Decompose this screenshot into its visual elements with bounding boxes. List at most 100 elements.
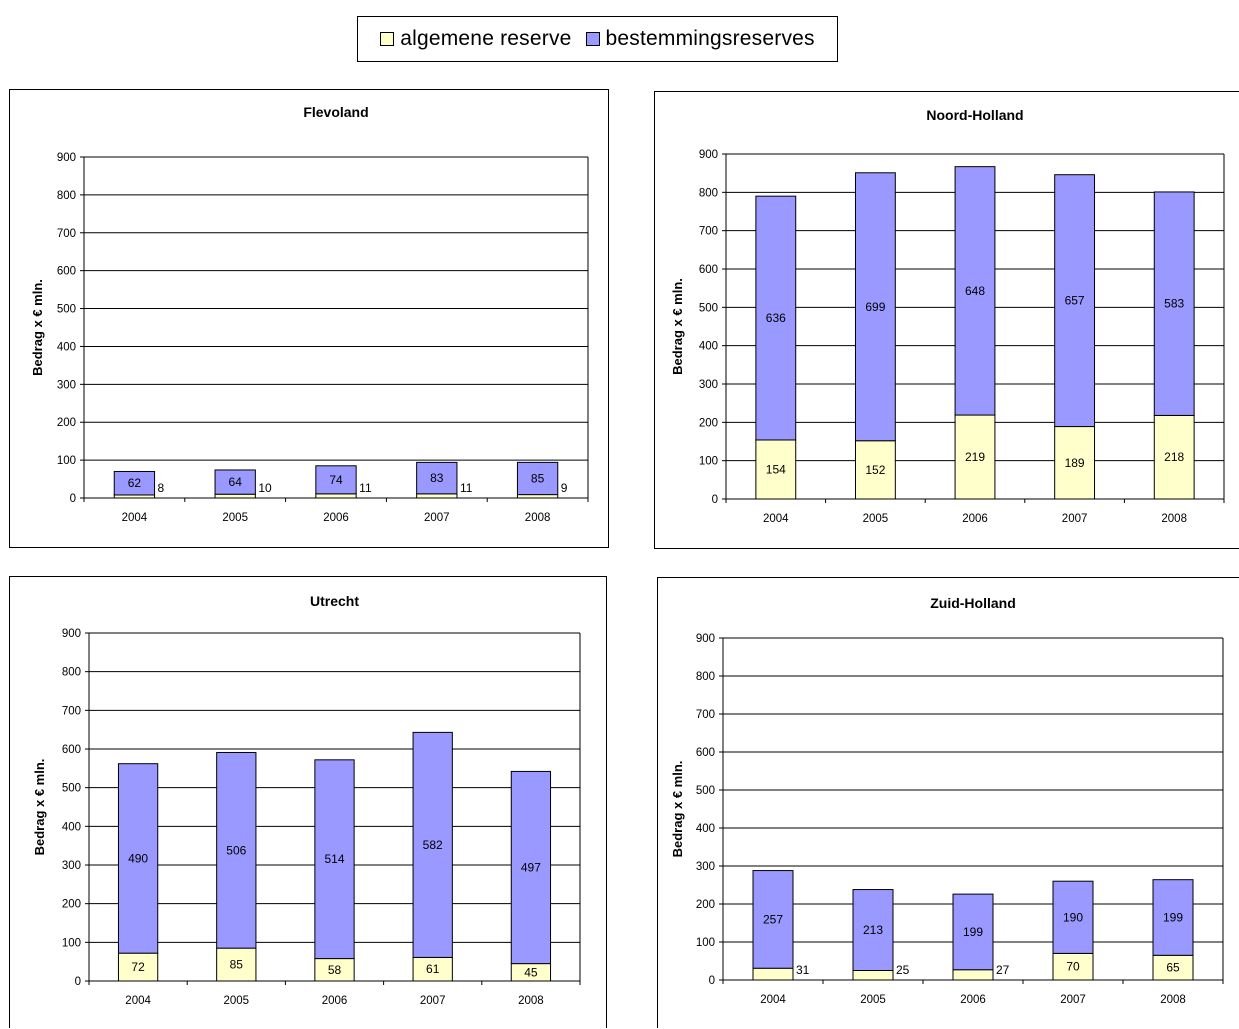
chart-noord-holland-bar-algemene-2006 xyxy=(954,414,996,500)
chart-zuid-holland-bar-algemene-2006 xyxy=(952,969,994,981)
chart-legend: algemene reserve bestemmingsreserves xyxy=(357,16,838,62)
chart-zuid-holland-bar-algemene-2007 xyxy=(1052,952,1094,981)
chart-noord-holland-y-tick-label: 800 xyxy=(699,187,718,199)
chart-flevoland-bar-bestemmings-2006 xyxy=(315,465,357,495)
chart-noord-holland: Noord-Holland 0 100 200 300 400 500 600 700 800 90… xyxy=(654,91,1239,549)
chart-zuid-holland-svg: Zuid-Holland 0 100 200 300 400 500 600 700 800 900… xyxy=(670,595,1224,1006)
chart-utrecht-y-tick-label: 600 xyxy=(62,744,81,756)
chart-zuid-holland-bar-bestemmings-2004 xyxy=(752,870,794,969)
chart-utrecht-data-label-algemene-2007: 61 xyxy=(426,962,440,976)
chart-utrecht-y-tick-label: 500 xyxy=(62,783,81,795)
chart-noord-holland-data-label-algemene-2007: 189 xyxy=(1065,456,1085,470)
chart-noord-holland-y-tick-label: 500 xyxy=(699,302,718,314)
chart-flevoland-data-label-algemene-2005: 10 xyxy=(258,481,272,495)
chart-noord-holland-data-label-bestemmings-2005: 699 xyxy=(865,300,885,314)
legend-label-algemene-reserve: algemene reserve xyxy=(400,27,572,50)
chart-flevoland: Flevoland 0 100 200 300 400 500 600 700 800 900 Bed… xyxy=(9,89,609,548)
chart-flevoland-y-tick-label: 500 xyxy=(57,304,76,316)
chart-noord-holland-bar-algemene-2005 xyxy=(854,440,896,500)
chart-noord-holland-data-label-bestemmings-2007: 657 xyxy=(1065,294,1085,308)
chart-flevoland-y-tick-label: 800 xyxy=(57,190,76,202)
chart-flevoland-data-label-algemene-2004: 8 xyxy=(158,481,165,495)
chart-flevoland-data-label-algemene-2007: 11 xyxy=(460,481,473,495)
chart-flevoland-y-tick-label: 100 xyxy=(57,455,76,467)
chart-zuid-holland-bar-bestemmings-2007 xyxy=(1052,880,1094,954)
chart-flevoland-x-tick-label: 2006 xyxy=(323,512,349,524)
chart-noord-holland-bar-algemene-2004 xyxy=(755,439,797,500)
chart-zuid-holland-bar-algemene-2005 xyxy=(852,970,894,981)
chart-utrecht-y-tick-label: 700 xyxy=(62,705,81,717)
chart-flevoland-data-label-bestemmings-2004: 62 xyxy=(128,476,142,490)
chart-utrecht-data-label-algemene-2004: 72 xyxy=(131,960,145,974)
chart-utrecht-data-label-algemene-2005: 85 xyxy=(230,958,244,972)
chart-utrecht-data-label-algemene-2008: 45 xyxy=(524,965,538,979)
chart-noord-holland-y-tick-label: 100 xyxy=(699,456,718,468)
chart-zuid-holland-y-tick-label: 800 xyxy=(696,671,715,683)
chart-noord-holland-data-label-bestemmings-2008: 583 xyxy=(1164,297,1184,311)
chart-utrecht-x-tick-label: 2008 xyxy=(518,995,544,1007)
chart-flevoland-y-tick-label: 200 xyxy=(57,417,76,429)
chart-zuid-holland: Zuid-Holland 0 100 200 300 400 500 600 700 800 900… xyxy=(657,577,1239,1028)
chart-noord-holland-x-tick-label: 2007 xyxy=(1062,513,1088,525)
chart-utrecht-x-tick-label: 2006 xyxy=(322,995,348,1007)
chart-zuid-holland-data-label-bestemmings-2006: 199 xyxy=(963,925,983,939)
chart-noord-holland-y-tick-label: 200 xyxy=(699,417,718,429)
chart-utrecht-bar-bestemmings-2007 xyxy=(412,731,453,958)
chart-utrecht-x-tick-label: 2005 xyxy=(224,995,250,1007)
chart-noord-holland-bar-bestemmings-2006 xyxy=(954,166,996,416)
chart-zuid-holland-x-tick-label: 2008 xyxy=(1160,994,1186,1006)
chart-noord-holland-y-tick-label: 600 xyxy=(699,264,718,276)
chart-utrecht-bar-bestemmings-2008 xyxy=(510,770,552,965)
chart-utrecht-svg: Utrecht 0 100 200 300 400 500 600 700 800 900 Bedra… xyxy=(32,593,581,1007)
chart-noord-holland-x-tick-label: 2004 xyxy=(763,513,789,525)
chart-noord-holland-bar-bestemmings-2004 xyxy=(755,195,797,441)
chart-utrecht-y-tick-label: 900 xyxy=(62,628,81,640)
chart-zuid-holland-bar-bestemmings-2006 xyxy=(952,893,994,971)
chart-noord-holland-data-label-algemene-2006: 219 xyxy=(965,450,985,464)
chart-utrecht-title: Utrecht xyxy=(310,593,359,609)
chart-noord-holland-svg: Noord-Holland 0 100 200 300 400 500 600 700 800 90… xyxy=(670,107,1225,525)
chart-flevoland-x-tick-label: 2005 xyxy=(222,512,248,524)
chart-noord-holland-bar-bestemmings-2005 xyxy=(854,172,896,442)
chart-utrecht-x-tick-label: 2004 xyxy=(125,995,151,1007)
chart-utrecht-data-label-bestemmings-2005: 506 xyxy=(226,843,246,857)
chart-flevoland-x-tick-label: 2007 xyxy=(424,512,450,524)
chart-zuid-holland-title: Zuid-Holland xyxy=(930,595,1016,611)
legend-item-bestemmingsreserves: bestemmingsreserves xyxy=(585,27,815,51)
chart-noord-holland-y-tick-label: 900 xyxy=(699,149,718,161)
chart-noord-holland-data-label-bestemmings-2006: 648 xyxy=(965,284,985,298)
legend-label-bestemmingsreserves: bestemmingsreserves xyxy=(605,27,815,50)
chart-noord-holland-x-tick-label: 2008 xyxy=(1161,513,1187,525)
chart-noord-holland-y-axis-label: Bedrag x € mln. xyxy=(670,278,685,375)
chart-noord-holland-data-label-algemene-2004: 154 xyxy=(766,462,786,476)
chart-flevoland-bar-bestemmings-2008 xyxy=(516,461,559,496)
chart-utrecht-y-tick-label: 100 xyxy=(62,937,81,949)
chart-flevoland-title: Flevoland xyxy=(303,104,368,120)
chart-flevoland-y-tick-label: 0 xyxy=(70,493,76,505)
chart-zuid-holland-data-label-bestemmings-2008: 199 xyxy=(1163,910,1183,924)
chart-flevoland-y-tick-label: 400 xyxy=(57,341,76,353)
chart-noord-holland-y-tick-label: 300 xyxy=(699,379,718,391)
chart-flevoland-svg: Flevoland 0 100 200 300 400 500 600 700 800 900 Bed… xyxy=(30,104,589,524)
chart-flevoland-y-tick-label: 300 xyxy=(57,379,76,391)
chart-zuid-holland-data-label-algemene-2005: 25 xyxy=(896,963,910,977)
chart-zuid-holland-x-tick-label: 2005 xyxy=(860,994,886,1006)
chart-utrecht-bar-algemene-2005 xyxy=(216,947,257,982)
chart-utrecht-data-label-algemene-2006: 58 xyxy=(328,963,342,977)
chart-zuid-holland-y-tick-label: 700 xyxy=(696,709,715,721)
chart-utrecht-y-tick-label: 800 xyxy=(62,667,81,679)
chart-flevoland-bar-algemene-2005 xyxy=(214,493,256,499)
chart-utrecht-bar-bestemmings-2004 xyxy=(117,763,159,954)
chart-flevoland-bar-bestemmings-2007 xyxy=(416,461,458,495)
chart-flevoland-bar-bestemmings-2005 xyxy=(214,469,256,495)
chart-noord-holland-data-label-algemene-2005: 152 xyxy=(865,463,885,477)
chart-flevoland-bar-algemene-2008 xyxy=(516,494,559,499)
chart-zuid-holland-data-label-bestemmings-2007: 190 xyxy=(1063,910,1083,924)
chart-zuid-holland-data-label-algemene-2008: 65 xyxy=(1166,961,1180,975)
chart-noord-holland-y-tick-label: 400 xyxy=(699,341,718,353)
chart-zuid-holland-data-label-algemene-2004: 31 xyxy=(796,963,810,977)
chart-noord-holland-bar-bestemmings-2007 xyxy=(1054,174,1096,428)
chart-flevoland-bar-algemene-2007 xyxy=(416,493,458,499)
chart-zuid-holland-bar-algemene-2004 xyxy=(752,967,794,981)
chart-flevoland-x-tick-label: 2004 xyxy=(122,512,148,524)
